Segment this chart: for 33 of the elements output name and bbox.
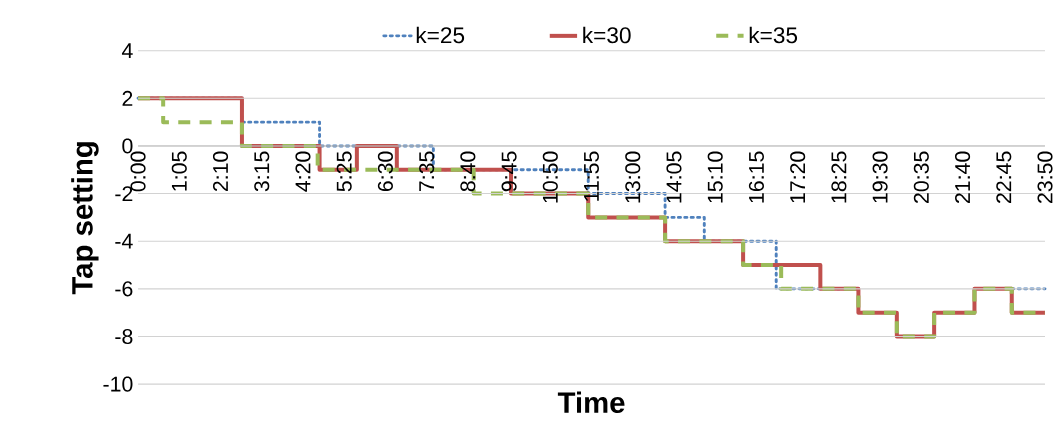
x-tick-label: 13:00 bbox=[625, 151, 641, 203]
y-tick-label: -6 bbox=[115, 281, 133, 297]
y-tick-label: -4 bbox=[115, 233, 133, 249]
x-tick-label: 17:20 bbox=[790, 151, 806, 203]
x-tick-label: 11:55 bbox=[584, 151, 599, 201]
x-tick-label: 15:10 bbox=[707, 151, 723, 203]
y-tick-label: 2 bbox=[122, 90, 133, 106]
legend-label: k=35 bbox=[749, 26, 798, 44]
x-tick-label: 8:40 bbox=[460, 151, 476, 192]
x-tick-label: 21:40 bbox=[955, 151, 971, 203]
x-tick-label: 10:50 bbox=[542, 151, 558, 203]
y-tick-label: -10 bbox=[103, 376, 133, 392]
x-tick-label: 5:25 bbox=[336, 151, 352, 192]
x-tick-label: 18:25 bbox=[831, 151, 847, 203]
x-tick-label: 20:35 bbox=[913, 151, 929, 203]
x-tick-label: 14:05 bbox=[666, 151, 682, 203]
y-axis-title: Tap setting bbox=[71, 142, 99, 295]
x-tick-label: 4:20 bbox=[295, 151, 311, 192]
x-tick-label: 2:10 bbox=[212, 151, 229, 192]
x-tick-label: 1:05 bbox=[171, 151, 187, 191]
x-tick-label: 23:50 bbox=[1037, 151, 1053, 203]
y-tick-label: 4 bbox=[121, 43, 133, 58]
x-tick-label: 9:45 bbox=[501, 151, 517, 192]
legend-label: k=25 bbox=[416, 26, 465, 44]
x-tick-label: 19:30 bbox=[872, 151, 888, 203]
x-tick-label: 6:30 bbox=[377, 151, 393, 192]
x-tick-label: 7:35 bbox=[419, 151, 435, 192]
y-tick-label: -8 bbox=[115, 328, 133, 344]
x-tick-label: 3:15 bbox=[254, 151, 270, 192]
legend-label: k=30 bbox=[583, 26, 631, 44]
x-axis-title: Time bbox=[557, 391, 625, 413]
x-tick-label: 22:45 bbox=[996, 151, 1012, 203]
x-tick-label: 16:15 bbox=[748, 151, 764, 203]
